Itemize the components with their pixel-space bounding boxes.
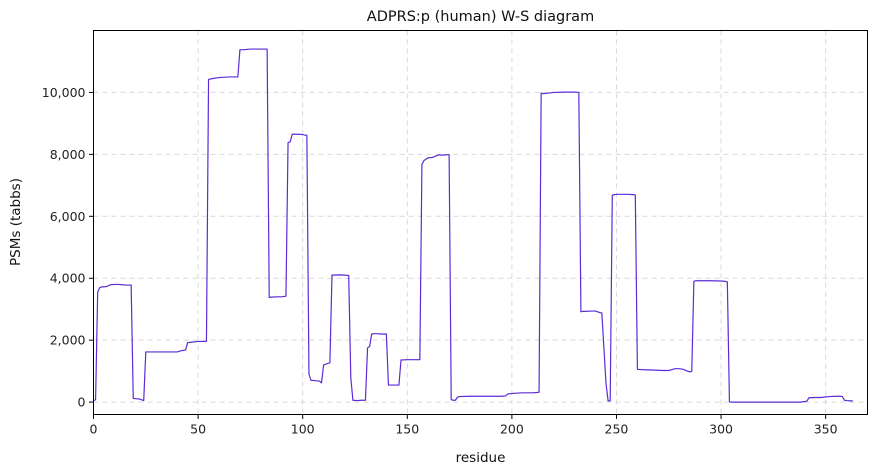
y-tick-label: 6,000	[50, 209, 86, 224]
x-axis-label: residue	[456, 450, 506, 466]
x-axis: 0 50 100 150 200 250 300 350	[90, 414, 838, 437]
y-axis-label: PSMs (tabbs)	[8, 178, 24, 266]
plot-frame	[93, 30, 868, 415]
data-line	[93, 48, 853, 403]
x-tick-label: 200	[500, 422, 524, 437]
x-tick-label: 100	[291, 422, 315, 437]
x-tick-label: 0	[90, 422, 98, 437]
data-line-group	[93, 48, 853, 403]
y-tick-label: 4,000	[50, 271, 86, 286]
x-tick-label: 350	[814, 422, 838, 437]
y-axis: 0 2,000 4,000 6,000 8,000 10,000	[42, 85, 94, 410]
x-tick-label: 300	[709, 422, 733, 437]
y-tick-label: 8,000	[50, 147, 86, 162]
x-tick-label: 250	[605, 422, 629, 437]
x-tick-label: 150	[395, 422, 419, 437]
y-tick-label: 10,000	[42, 85, 86, 100]
x-tick-label: 50	[190, 422, 206, 437]
y-tick-label: 0	[78, 395, 86, 410]
chart-title: ADPRS:p (human) W-S diagram	[367, 9, 594, 25]
grid	[93, 30, 868, 415]
y-tick-label: 2,000	[50, 333, 86, 348]
